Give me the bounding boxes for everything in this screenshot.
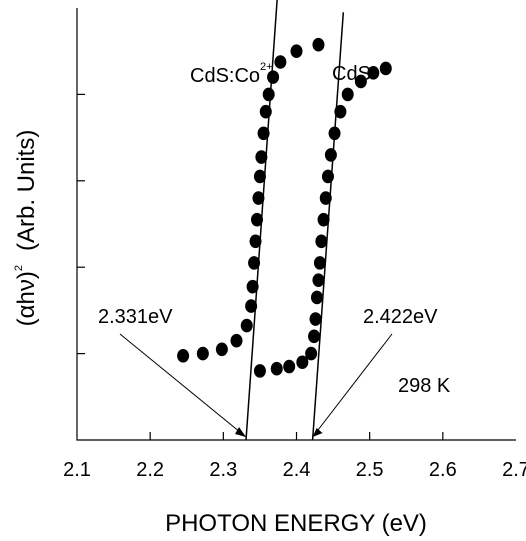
data-point-cds	[321, 169, 334, 184]
x-tick-label: 2.7	[502, 459, 526, 481]
data-point-cds	[319, 191, 332, 205]
data-point-cds	[379, 61, 392, 76]
data-point-cds	[313, 256, 326, 270]
data-point-cds	[328, 126, 341, 141]
data-point-cdsco	[252, 191, 265, 205]
edge-energy-label-cdsco: 2.331eV	[98, 306, 173, 328]
series-label-cds: CdS	[332, 63, 371, 85]
data-point-cds	[312, 273, 325, 287]
y-axis-title-sup: 2	[13, 265, 25, 271]
data-point-cds	[324, 148, 337, 162]
data-point-cdsco	[246, 279, 259, 294]
data-point-cdsco	[245, 299, 258, 313]
x-axis-title: PHOTON ENERGY (eV)	[165, 510, 427, 537]
x-tick-label: 2.3	[209, 459, 237, 481]
arrowhead-cdsco	[235, 427, 247, 437]
data-point-cdsco	[250, 212, 263, 227]
series-label-cdsco: CdS:Co2+	[190, 61, 273, 87]
data-point-cds	[283, 359, 296, 374]
annotation-arrows	[119, 333, 393, 438]
data-point-cdsco	[274, 55, 287, 69]
data-point-cds	[270, 361, 283, 376]
data-points	[177, 37, 392, 378]
data-point-cds	[315, 234, 328, 249]
x-tick-label: 2.4	[283, 459, 311, 481]
data-point-cdsco	[267, 70, 280, 84]
data-point-cdsco	[240, 318, 253, 333]
data-point-cdsco	[262, 87, 275, 102]
x-tick-label: 2.6	[429, 459, 457, 481]
x-tick-label: 2.2	[136, 459, 164, 481]
x-ticks: 2.1 2.2 2.3 2.4 2.5 2.6 2.7	[63, 432, 526, 481]
pointer-line-cdsco	[119, 333, 247, 438]
y-axis-title-unit: (Arb. Units)	[13, 130, 40, 251]
pointer-line-cds	[312, 333, 393, 438]
arrowhead-cds	[312, 428, 323, 437]
series-label-cdsco-main: CdS:Co	[190, 65, 260, 87]
y-axis-title-main: (αhν)	[13, 271, 40, 326]
data-point-cds	[296, 355, 309, 370]
data-point-cds	[354, 74, 367, 89]
y-ticks	[77, 93, 85, 355]
data-point-cdsco	[215, 342, 228, 357]
data-point-cds	[317, 212, 330, 227]
data-point-cdsco	[255, 150, 268, 164]
data-point-cdsco	[253, 169, 266, 184]
data-point-cdsco	[290, 44, 303, 58]
data-point-cdsco	[196, 346, 209, 361]
data-point-cds	[334, 104, 347, 119]
edge-fit-line-cds	[311, 12, 345, 441]
data-point-cds	[367, 66, 380, 80]
data-point-cds	[253, 364, 266, 378]
data-point-cds	[341, 87, 354, 102]
data-point-cdsco	[248, 256, 261, 270]
data-point-cds	[309, 312, 322, 326]
data-point-cds	[305, 346, 318, 361]
data-point-cdsco	[312, 37, 325, 52]
data-point-cdsco	[177, 348, 190, 363]
y-axis-title: (αhν)2 (Arb. Units)	[13, 130, 40, 327]
x-tick-label: 2.5	[356, 459, 384, 481]
edge-energy-label-cds: 2.422eV	[363, 306, 438, 328]
series-label-cdsco-sup: 2+	[260, 61, 273, 73]
x-tick-label: 2.1	[63, 459, 91, 481]
data-point-cdsco	[249, 234, 262, 249]
data-point-cds	[310, 290, 323, 305]
data-point-cdsco	[257, 126, 270, 141]
data-point-cds	[308, 329, 321, 344]
data-point-cdsco	[259, 104, 272, 119]
data-point-cdsco	[230, 333, 243, 348]
temperature-label: 298 K	[398, 375, 451, 397]
